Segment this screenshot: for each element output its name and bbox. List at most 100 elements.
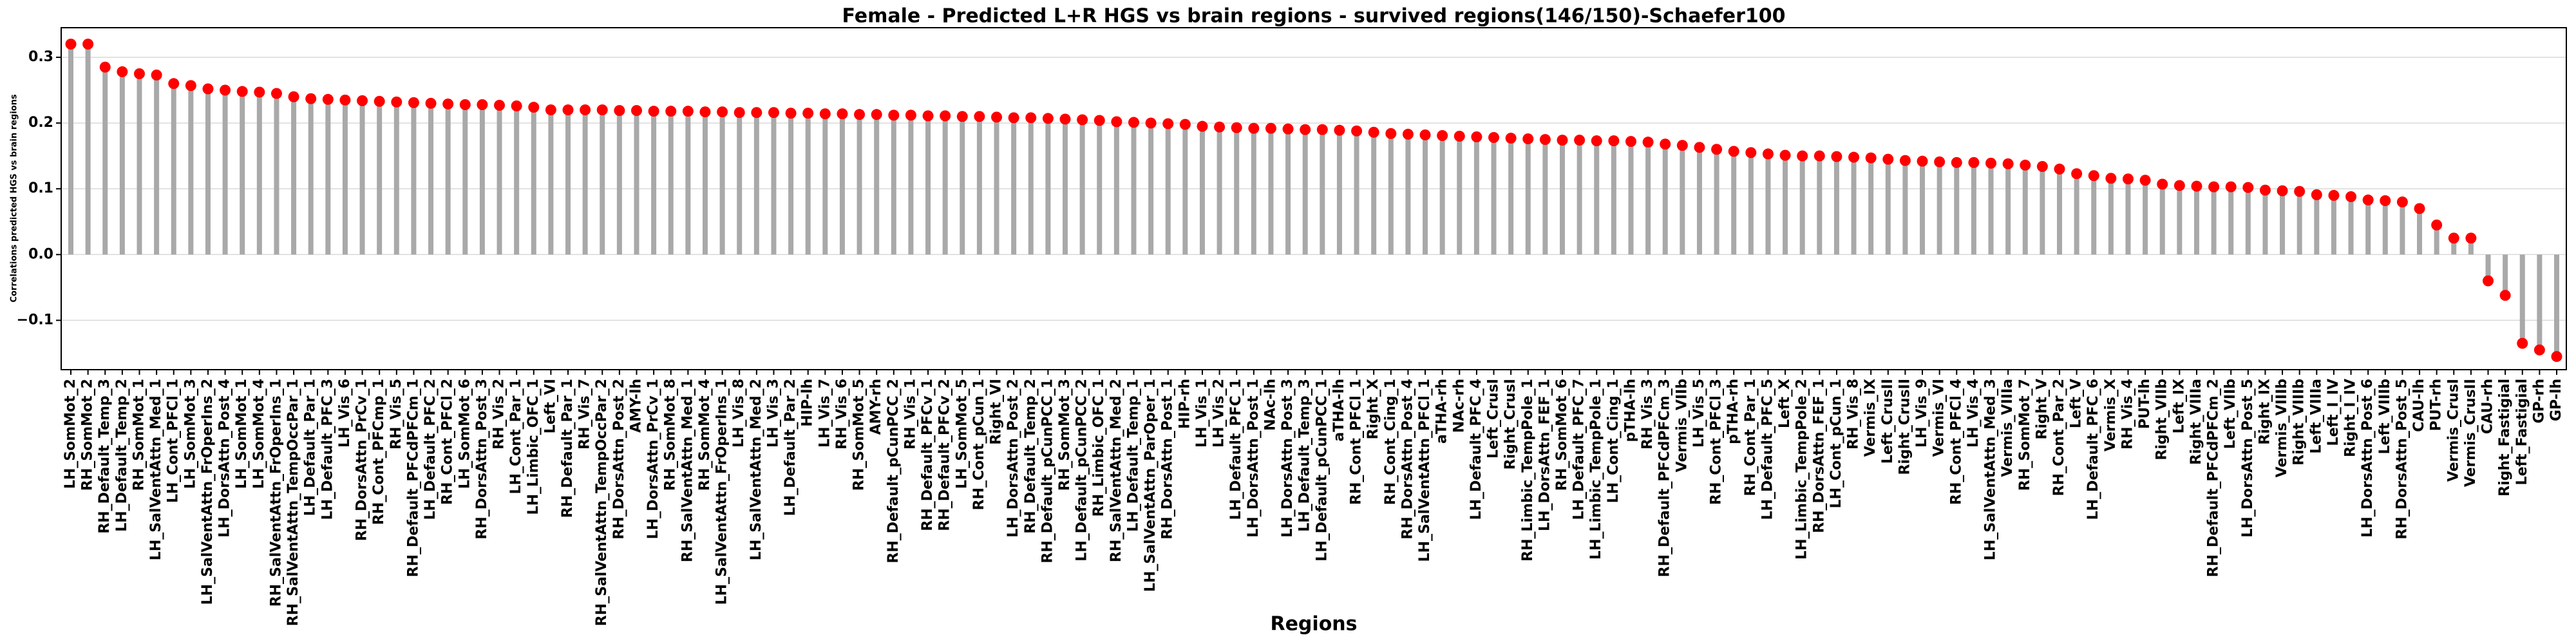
marker (1111, 116, 1122, 128)
x-tick-label: LH_SalVentAttn_Med_1 (148, 379, 164, 560)
marker (2380, 195, 2391, 207)
x-tick-label: Vermis_VIIIa (2000, 379, 2016, 477)
marker (1402, 128, 1414, 140)
x-tick-label: RH_SalVentAttn_TempOccPar_2 (594, 379, 610, 626)
x-tick-label: RH_Limbic_OFC_1 (1091, 379, 1107, 516)
marker (1625, 136, 1636, 147)
marker (1094, 115, 1105, 126)
x-tick-label: RH_Cont_Par_1 (1743, 379, 1759, 496)
x-tick-label: LH_Vis_4 (1965, 379, 1982, 448)
x-tick-label: RH_Default_PFCdPFCm_3 (1657, 379, 1673, 577)
marker (819, 108, 831, 120)
x-tick-label: LH_SomMot_5 (954, 379, 970, 489)
x-tick-label: RH_SomMot_3 (1057, 379, 1073, 491)
x-tick-label: LH_Default_PFC_2 (422, 379, 439, 520)
x-tick-label: LH_Default_Temp_1 (1125, 379, 1141, 532)
x-tick-label: pTHA-lh (1622, 379, 1638, 442)
y-tick-label: 0.2 (28, 115, 53, 131)
x-tick-label: LH_DorsAttn_Post_1 (1245, 379, 1262, 538)
marker (665, 106, 677, 117)
marker (1797, 150, 1808, 162)
marker (2431, 219, 2443, 231)
marker (2362, 194, 2374, 206)
x-tick-label: RH_Cont_PFCl_1 (1349, 379, 1365, 505)
x-tick-label: RH_DorsAttn_Post_3 (474, 379, 490, 540)
x-tick-label: RH_DorsAttn_Post_2 (611, 379, 627, 540)
marker (2414, 203, 2425, 214)
marker (1762, 148, 1774, 160)
marker (1351, 125, 1363, 137)
marker (1660, 138, 1671, 150)
marker (2517, 337, 2528, 349)
x-tick-label: Vermis_VIIb (1674, 379, 1690, 472)
x-tick-label: Left_I_IV (2325, 379, 2342, 446)
x-tick-label: LH_SalVentAttn_Med_2 (748, 379, 764, 560)
marker (1437, 129, 1448, 141)
x-tick-label: LH_Default_Par_1 (303, 379, 319, 516)
y-tick-label: 0.3 (28, 49, 53, 65)
marker (1368, 126, 1379, 138)
x-tick-label: Left_V (2069, 379, 2085, 428)
x-tick-label: NAc-rh (1451, 379, 1467, 433)
marker (682, 106, 694, 117)
x-tick-label: Left_Fastigial (2514, 379, 2530, 485)
marker (1899, 155, 1911, 166)
marker (1814, 150, 1825, 162)
x-tick-label: LH_DorsAttn_Post_4 (217, 379, 233, 538)
x-tick-label: Right_VIIb (2154, 379, 2170, 460)
x-tick-label: RH_Vis_6 (834, 379, 850, 450)
marker (1214, 121, 1226, 133)
marker (1591, 135, 1602, 147)
marker (2036, 160, 2048, 172)
x-tick-label: Right_CrusII (1897, 379, 1913, 475)
marker (357, 95, 368, 106)
marker (1985, 157, 1997, 169)
x-tick-label: Vermis_VIIIb (2274, 379, 2290, 477)
x-tick-label: RH_Default_PFCv_1 (920, 379, 936, 531)
marker (1882, 153, 1894, 165)
x-tick-label: LH_Vis_1 (1194, 379, 1210, 448)
x-tick-label: RH_Default_pCunPCC_1 (1039, 379, 1056, 564)
marker (2551, 351, 2562, 363)
x-tick-label: LH_SalVentAttn_Med_3 (1983, 379, 1999, 560)
y-tick-label: −0.1 (17, 312, 53, 328)
x-tick-label: Right_Fastigial (2497, 379, 2513, 497)
x-tick-label: LH_Default_pCunPCC_1 (1314, 379, 1330, 562)
marker (374, 95, 385, 107)
x-tick-label: RH_DorsAttn_Post_5 (2394, 379, 2410, 540)
marker (1694, 142, 1705, 153)
chart-title: Female - Predicted L+R HGS vs brain regi… (842, 5, 1785, 28)
x-tick-label: LH_Vis_6 (337, 379, 353, 448)
x-tick-label: LH_Vis_8 (731, 379, 747, 448)
x-tick-label: LH_Default_PFC_1 (1228, 379, 1244, 520)
x-tick-label: RH_Vis_4 (2119, 379, 2136, 450)
marker (1539, 134, 1551, 146)
marker (991, 111, 1003, 123)
x-tick-label: Right_VIIIb (2291, 379, 2307, 466)
x-tick-label: RH_SalVentAttn_Med_2 (1108, 379, 1124, 562)
marker (511, 100, 522, 112)
marker (99, 61, 111, 73)
marker (1419, 129, 1431, 140)
x-tick-label: LH_Vis_5 (1691, 379, 1707, 448)
x-tick-label: PUT-rh (2429, 379, 2445, 431)
marker (940, 110, 951, 122)
x-tick-label: RH_Cont_PFCmp_1 (371, 379, 387, 525)
marker (562, 104, 574, 116)
marker (1865, 152, 1877, 164)
marker (322, 93, 334, 105)
marker (2311, 189, 2322, 200)
plot-frame (61, 27, 2567, 370)
marker (1642, 137, 1654, 148)
x-tick-label: pTHA-rh (1725, 379, 1741, 444)
marker (117, 66, 128, 77)
marker (1917, 155, 1928, 167)
marker (545, 104, 556, 116)
marker (1728, 146, 1739, 157)
x-tick-label: LH_SomMot_2 (62, 379, 79, 489)
x-tick-label: LH_Vis_2 (1211, 379, 1227, 448)
x-tick-label: RH_SomMot_5 (851, 379, 867, 491)
marker (2208, 181, 2220, 193)
x-tick-label: Left_IX (2171, 379, 2187, 433)
x-tick-label: RH_Default_Par_1 (560, 379, 576, 518)
